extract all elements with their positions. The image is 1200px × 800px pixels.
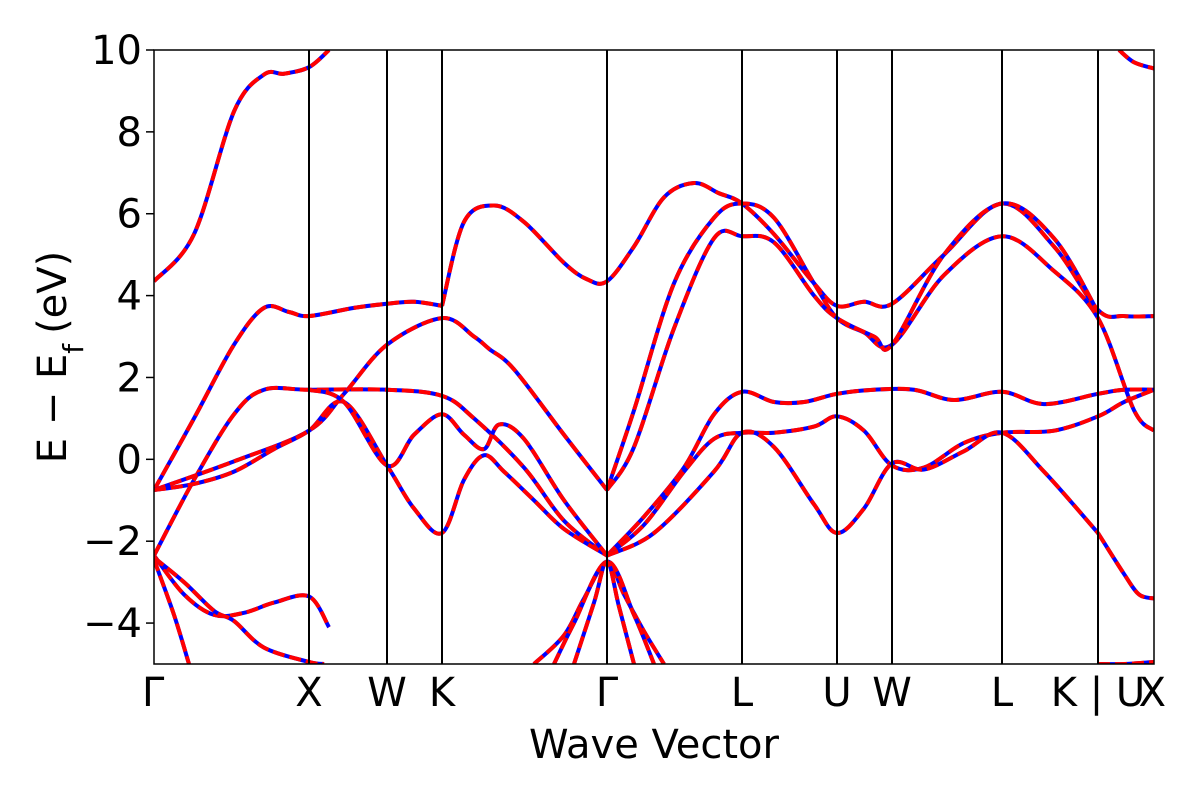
band-4 (154, 399, 609, 558)
band-17-line (552, 559, 656, 664)
band-14 (154, 556, 325, 664)
band-14-dashed (154, 556, 325, 664)
band-13-dashed (154, 554, 331, 629)
kpoint-lines (308, 50, 1099, 664)
band-6 (440, 181, 1154, 319)
y-tick-label-0: 10 (91, 28, 142, 74)
band-10-line (605, 387, 1154, 558)
bands-layer (154, 50, 1154, 664)
x-tick-label-0: Γ (142, 670, 165, 716)
x-axis-label: Wave Vector (529, 722, 780, 768)
band-9-dashed (605, 386, 1154, 557)
band-20-line (1098, 659, 1154, 664)
band-19 (1117, 50, 1154, 71)
y-axis-label-unit: (eV) (30, 251, 76, 334)
x-tick-label-5: L (731, 670, 754, 716)
band-10 (605, 387, 1154, 558)
x-tick-label-6: U (822, 670, 851, 716)
x-tick-label-3: K (429, 670, 457, 716)
y-axis-label-subscript: f (57, 343, 90, 354)
band-18 (572, 559, 636, 664)
band-15-dashed (154, 558, 191, 664)
y-tick-label-7: −4 (83, 601, 142, 647)
y-tick-label-2: 6 (117, 192, 142, 238)
band-5 (308, 387, 609, 557)
y-tick-label-3: 4 (117, 274, 142, 320)
y-axis-label-main: E − E (30, 354, 76, 464)
band-20 (1098, 659, 1154, 664)
band-2-line (154, 385, 609, 558)
band-0-dashed (154, 50, 331, 283)
band-17 (552, 559, 656, 664)
band-2 (154, 385, 609, 558)
band-19-dashed (1117, 50, 1154, 71)
x-tick-label-2: W (367, 670, 407, 716)
band-9-line (605, 386, 1154, 557)
band-12-line (1096, 531, 1154, 601)
band-18-dashed (572, 559, 636, 664)
band-11-dashed (606, 429, 1100, 558)
band-0-line (154, 50, 331, 283)
band-18-line (572, 559, 636, 664)
y-ticks: 10 8 6 4 2 0 −2 −4 (83, 28, 154, 647)
band-5-dashed (308, 387, 609, 557)
x-tick-label-9: K | U (1051, 670, 1145, 716)
band-15 (154, 558, 191, 664)
band-9 (605, 386, 1154, 557)
band-4-line (154, 399, 609, 558)
x-tick-label-4: Γ (596, 670, 619, 716)
band-12-dashed (1096, 531, 1154, 601)
band-17-dashed (552, 559, 656, 664)
band-0 (154, 50, 331, 283)
band-6-dashed (440, 181, 1154, 319)
band-10-dashed (605, 387, 1154, 558)
band-4-dashed (154, 399, 609, 558)
band-1-dashed (154, 299, 443, 492)
band-2-dashed (154, 385, 609, 558)
band-12 (1096, 531, 1154, 601)
y-tick-label-5: 0 (117, 437, 142, 483)
x-tick-label-7: W (872, 670, 912, 716)
y-tick-label-6: −2 (83, 519, 142, 565)
x-tick-label-1: X (295, 670, 322, 716)
band-14-line (154, 556, 325, 664)
band-11 (606, 429, 1100, 558)
x-tick-label-10: X (1139, 670, 1166, 716)
x-tick-label-8: L (991, 670, 1014, 716)
plot-frame (153, 49, 1155, 665)
y-tick-label-1: 8 (117, 110, 142, 156)
band-1 (154, 299, 443, 492)
y-axis-label: E − Ef (eV) (30, 251, 90, 464)
band-13 (154, 554, 331, 629)
y-tick-label-4: 2 (117, 355, 142, 401)
